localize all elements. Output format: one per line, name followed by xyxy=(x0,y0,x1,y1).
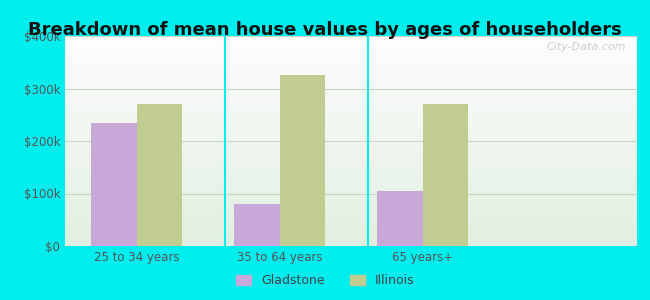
Bar xyxy=(136,104,182,246)
Bar xyxy=(422,104,468,246)
Bar xyxy=(234,204,280,246)
Legend: Gladstone, Illinois: Gladstone, Illinois xyxy=(232,270,418,291)
Bar xyxy=(377,191,423,246)
Bar xyxy=(280,75,325,246)
Text: City-Data.com: City-Data.com xyxy=(546,42,625,52)
Bar xyxy=(91,123,136,246)
Text: Breakdown of mean house values by ages of householders: Breakdown of mean house values by ages o… xyxy=(28,21,622,39)
